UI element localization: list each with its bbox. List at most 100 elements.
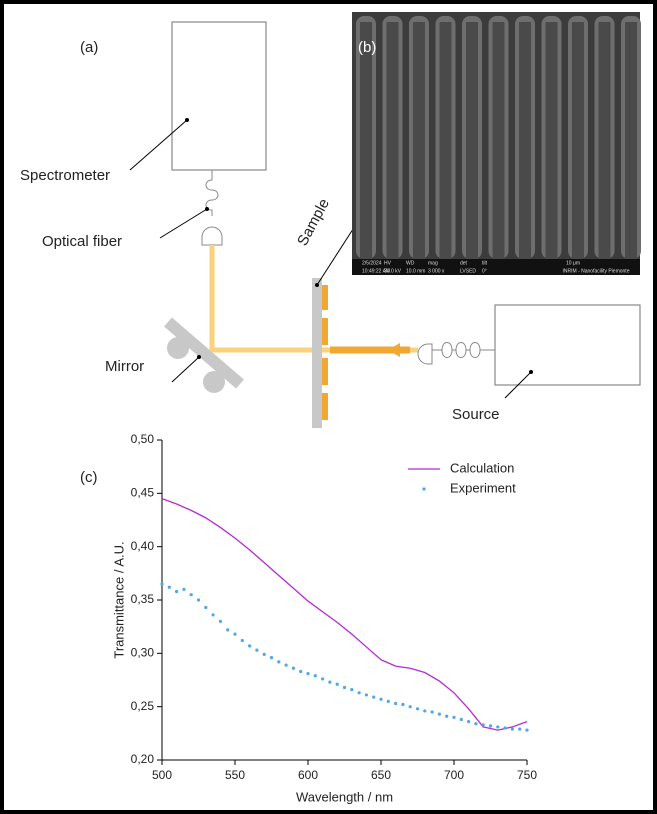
- sem-image: [352, 12, 641, 275]
- sample-grating: [322, 285, 328, 310]
- sample-grating: [322, 358, 328, 385]
- sem-info-text: 3 000 x: [428, 268, 445, 274]
- data-point: [423, 709, 427, 713]
- data-point: [160, 582, 164, 586]
- data-point: [226, 628, 230, 632]
- panel-label: (c): [80, 469, 98, 486]
- y-tick-label: 0,40: [131, 539, 155, 553]
- data-point: [328, 680, 332, 684]
- sem-scale: 10 μm: [566, 260, 580, 266]
- pointer: [129, 119, 188, 171]
- sample-grating: [322, 393, 328, 420]
- sem-line-core: [413, 22, 425, 259]
- data-point: [357, 691, 361, 695]
- y-tick-label: 0,45: [131, 486, 155, 500]
- series-line: [161, 498, 528, 731]
- panel-label: (a): [80, 39, 98, 56]
- sem-info-text: HV: [384, 260, 392, 266]
- sem-info-text: LVSED: [460, 268, 476, 274]
- source-head: [417, 343, 433, 365]
- data-point: [481, 723, 485, 727]
- sem-info-text: det: [460, 260, 468, 266]
- data-point: [299, 669, 303, 674]
- sem-info-text: 2/5/2024: [362, 260, 382, 266]
- spectrometer-label: Spectrometer: [20, 167, 110, 184]
- sample-label: Sample: [294, 196, 333, 249]
- data-point: [474, 722, 478, 726]
- data-point: [452, 715, 456, 719]
- sample-grating: [322, 318, 328, 345]
- legend-label: Calculation: [450, 460, 514, 475]
- sem-line-core: [439, 22, 452, 259]
- data-point: [175, 589, 179, 594]
- sem-info-text: tilt: [482, 260, 488, 266]
- sem-credit: INRIM - Nanofacility Piemonte: [563, 268, 630, 274]
- data-point: [262, 652, 266, 657]
- data-point: [313, 674, 317, 678]
- sem-line-core: [625, 22, 637, 259]
- data-point: [306, 672, 310, 676]
- pointer: [159, 208, 208, 239]
- data-point: [510, 727, 514, 731]
- spectrometer-box: [171, 21, 267, 171]
- data-point: [518, 727, 522, 731]
- data-point: [401, 702, 405, 707]
- data-point: [182, 587, 186, 591]
- data-point: [503, 726, 507, 730]
- pointer: [504, 371, 532, 399]
- data-point: [167, 585, 171, 589]
- arrow: [388, 343, 400, 357]
- data-point: [364, 693, 368, 697]
- data-point: [350, 688, 354, 692]
- x-tick-label: 750: [517, 768, 537, 782]
- sem-info-text: 10.0 mm: [406, 268, 425, 274]
- sem-line-core: [492, 22, 505, 259]
- sem-info-text: 10:49:22 AM: [362, 268, 390, 274]
- data-point: [321, 677, 325, 681]
- source-label: Source: [452, 406, 500, 423]
- data-point: [467, 720, 471, 724]
- pointer: [171, 356, 200, 383]
- data-point: [233, 632, 237, 636]
- sample-substrate: [312, 278, 322, 428]
- sem-line-core: [466, 22, 478, 259]
- sem-info-text: 30.0 kV: [384, 268, 402, 274]
- data-point: [437, 712, 441, 716]
- sem-line-core: [386, 22, 399, 259]
- fiber-label: Optical fiber: [42, 233, 122, 250]
- source-box: [494, 304, 641, 386]
- data-point: [189, 593, 193, 597]
- data-point: [496, 725, 500, 729]
- data-point: [291, 666, 295, 670]
- x-tick-label: 600: [298, 768, 318, 782]
- data-point: [211, 613, 215, 617]
- data-point: [196, 598, 201, 602]
- data-point: [335, 682, 339, 686]
- sem-line-core: [545, 22, 558, 259]
- y-tick-label: 0,30: [131, 646, 155, 660]
- data-point: [445, 714, 449, 718]
- sem-line-core: [519, 22, 531, 259]
- mirror-mount: [203, 371, 225, 393]
- mirror: [164, 317, 244, 389]
- fiber: [205, 170, 219, 216]
- data-point: [269, 656, 274, 660]
- data-point: [240, 638, 244, 643]
- y-tick-label: 0,35: [131, 592, 155, 606]
- data-point: [372, 695, 376, 699]
- sem-info-text: WD: [406, 260, 415, 266]
- sem-info-bar: [352, 259, 640, 275]
- data-point: [379, 697, 383, 701]
- detector: [201, 226, 223, 246]
- figure-canvas: (a) Spectrometer Optical fiber Mirror Sa…: [20, 12, 641, 804]
- x-tick-label: 700: [444, 768, 464, 782]
- data-point: [408, 705, 412, 709]
- data-point: [218, 619, 222, 623]
- fiber: [432, 342, 495, 358]
- y-tick-label: 0,20: [131, 752, 155, 766]
- panel-label: (b): [358, 39, 376, 56]
- data-point: [415, 707, 420, 711]
- sem-line-core: [598, 22, 611, 259]
